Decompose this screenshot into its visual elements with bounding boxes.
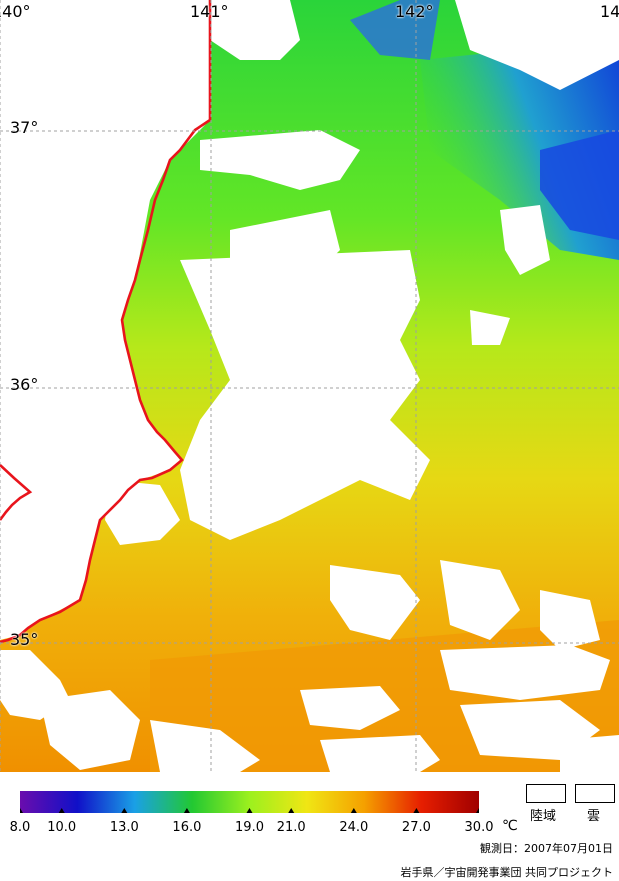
latitude-label-35: 35°: [10, 630, 39, 649]
colorbar-tick-label: 30.0: [464, 820, 494, 835]
colorbar-tick-label: 10.0: [47, 820, 77, 835]
graticule: [0, 0, 619, 772]
colorbar-tick-label: 8.0: [9, 820, 31, 835]
coastline: [0, 0, 212, 644]
cloud-key-label: 雲: [587, 809, 601, 824]
latitude-label-36: 36°: [10, 375, 39, 394]
cloud-mask: [0, 0, 619, 772]
colorbar-tick: [58, 808, 65, 813]
colorbar-tick: [121, 808, 128, 813]
longitude-label-143: 143°: [600, 2, 619, 21]
observation-date: 観測日：2007年07月01日: [480, 842, 613, 855]
credit-text: 岩手県／宇宙開発事業団 共同プロジェクト: [400, 866, 614, 879]
land-key-swatch: [526, 784, 566, 803]
land-area: [0, 0, 210, 640]
latitude-label-37: 37°: [10, 118, 39, 137]
longitude-label-142: 142°: [395, 2, 434, 21]
sea-surface-temperature-map: 140° 141° 142° 143° 37° 36° 35°: [0, 0, 619, 772]
temperature-colorbar: [17, 791, 482, 813]
colorbar-tick-label: 27.0: [401, 820, 431, 835]
colorbar-tick-label: 16.0: [172, 820, 202, 835]
temperature-unit: ℃: [502, 818, 518, 834]
colorbar-tick: [413, 808, 420, 813]
colorbar-rect: [20, 791, 479, 813]
colorbar-tick-label: 19.0: [235, 820, 264, 835]
cold-water-patch-north: [350, 0, 440, 60]
land-key-label: 陸域: [530, 809, 557, 824]
map-canvas: [0, 0, 619, 772]
colorbar-tick-label: 21.0: [276, 820, 306, 835]
cold-water-core: [540, 130, 619, 240]
colorbar-tick-label: 24.0: [339, 820, 369, 835]
colorbar-tick-label: 13.0: [109, 820, 139, 835]
longitude-label-140: 140°: [0, 2, 31, 21]
coastline-peninsula: [0, 464, 33, 521]
colorbar-tick: [288, 808, 295, 813]
colorbar-svg: [17, 791, 482, 813]
legend: 8.0 10.0 13.0 16.0 19.0 21.0 24.0 27.0 30.0 ℃ 陸域…: [0, 772, 619, 881]
colorbar-tick: [350, 808, 357, 813]
longitude-label-141: 141°: [190, 2, 229, 21]
peninsula: [0, 465, 30, 520]
colorbar-tick: [246, 808, 253, 813]
cloud-key-swatch: [575, 784, 615, 803]
colorbar-tick: [183, 808, 190, 813]
